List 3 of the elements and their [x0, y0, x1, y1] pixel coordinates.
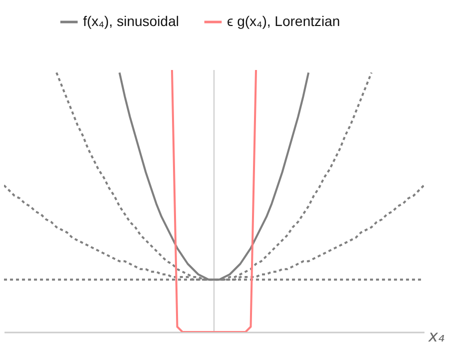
- x-axis-title: x₄: [428, 326, 445, 346]
- legend-label: ϵ g(x₄), Lorentzian: [227, 13, 340, 29]
- legend-label: f(x₄), sinusoidal: [83, 13, 179, 29]
